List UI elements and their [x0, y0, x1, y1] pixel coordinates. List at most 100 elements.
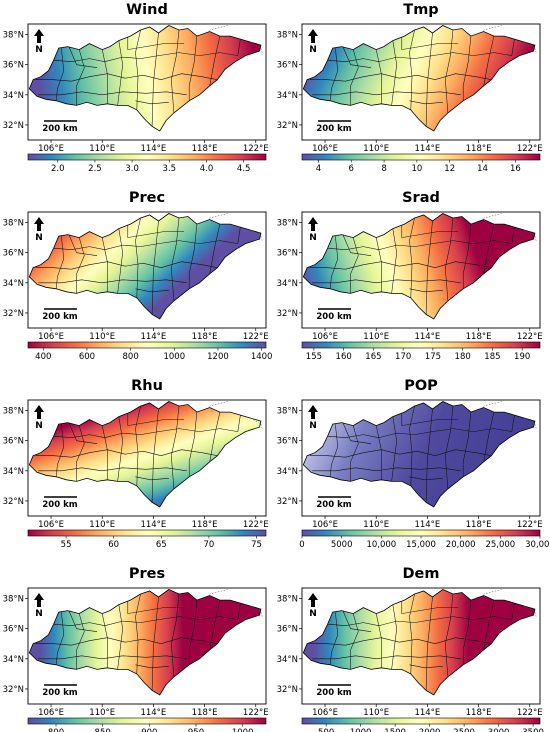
- lat-label: 34°N: [3, 655, 24, 665]
- colorbar-tick-label: 1400: [251, 352, 273, 362]
- north-label: N: [309, 609, 317, 619]
- admin-boundary: [350, 49, 359, 106]
- region-fill: [28, 213, 262, 320]
- admin-boundary: [350, 237, 359, 294]
- lat-label: 34°N: [277, 91, 298, 101]
- admin-boundary: [117, 604, 123, 670]
- admin-boundary: [312, 279, 461, 284]
- admin-boundary: [209, 412, 221, 462]
- colorbar-tick-label: 190: [514, 352, 530, 362]
- colorbar: [27, 529, 267, 537]
- admin-boundary: [76, 49, 85, 106]
- scale-bar-label: 200 km: [316, 312, 351, 322]
- colorbar-tick-label: 800: [123, 352, 139, 362]
- lon-label: 118°E: [192, 520, 218, 530]
- north-arrow-icon: [34, 405, 44, 419]
- admin-boundary: [511, 603, 515, 620]
- admin-boundary: [309, 73, 492, 82]
- panel-title: Dem: [403, 566, 440, 582]
- admin-boundary: [511, 227, 515, 244]
- admin-boundary: [462, 600, 472, 665]
- lon-label: 118°E: [466, 332, 492, 342]
- lat-label: 36°N: [3, 625, 24, 635]
- lon-label: 110°E: [363, 332, 389, 342]
- north-arrow-icon: [308, 29, 318, 43]
- lat-label: 38°N: [277, 407, 298, 417]
- colorbar: [301, 529, 541, 537]
- lon-label: 118°E: [192, 144, 218, 154]
- map-panel-dem: Dem 38°N 36°N 34°N 32°N 106°E 110°E 114°E 118°E 1…: [277, 566, 544, 732]
- coastline: [250, 229, 263, 241]
- lat-label: 38°N: [3, 31, 24, 41]
- admin-boundary: [237, 603, 241, 620]
- admin-boundary: [409, 664, 443, 669]
- admin-boundary: [342, 46, 372, 68]
- admin-boundary: [312, 467, 461, 472]
- admin-boundary: [391, 228, 397, 294]
- admin-boundary: [171, 405, 180, 489]
- region-fill: [28, 401, 262, 508]
- region-fill: [28, 589, 262, 696]
- scale-bar-label: 200 km: [42, 312, 77, 322]
- panel-title: Wind: [126, 2, 168, 18]
- admin-boundary: [76, 613, 85, 670]
- admin-boundary: [76, 425, 85, 482]
- coastline: [524, 605, 537, 617]
- admin-boundary: [309, 637, 492, 646]
- colorbar-tick-label: 600: [79, 352, 95, 362]
- coastline: [483, 213, 502, 225]
- lat-label: 34°N: [3, 91, 24, 101]
- colorbar-tick-label: 1000: [163, 352, 185, 362]
- lon-label: 122°E: [243, 520, 269, 530]
- lon-label: 122°E: [517, 332, 543, 342]
- colorbar-tick-label: 4.0: [200, 164, 214, 174]
- colorbar-tick-label: 3.5: [163, 164, 177, 174]
- admin-boundary: [350, 613, 359, 670]
- admin-boundary: [188, 412, 198, 477]
- lon-label: 118°E: [466, 708, 492, 718]
- lon-label: 114°E: [414, 520, 440, 530]
- lat-label: 32°N: [277, 685, 298, 695]
- admin-boundary: [38, 279, 187, 284]
- coastline: [209, 589, 228, 601]
- colorbar-tick-label: 400: [35, 352, 51, 362]
- admin-boundary: [445, 405, 454, 489]
- lat-label: 36°N: [277, 437, 298, 447]
- admin-boundary: [68, 422, 98, 444]
- colorbar-tick-label: 155: [306, 352, 322, 362]
- lon-label: 110°E: [363, 708, 389, 718]
- lat-label: 36°N: [277, 249, 298, 259]
- lon-label: 114°E: [140, 708, 166, 718]
- scale-bar-label: 200 km: [316, 500, 351, 510]
- north-label: N: [35, 609, 43, 619]
- colorbar-tick-label: 55: [61, 540, 72, 550]
- coastline: [483, 401, 502, 413]
- admin-boundary: [209, 224, 221, 274]
- admin-boundary: [38, 467, 187, 472]
- admin-boundary: [401, 413, 459, 426]
- admin-boundary: [483, 36, 495, 86]
- admin-boundary: [171, 29, 180, 113]
- lat-label: 38°N: [277, 595, 298, 605]
- colorbar-tick-label: 900: [141, 728, 157, 732]
- colorbar: [27, 717, 267, 725]
- lat-label: 38°N: [3, 595, 24, 605]
- admin-boundary: [127, 225, 185, 238]
- coastline: [250, 605, 263, 617]
- admin-boundary: [312, 655, 461, 660]
- north-arrow-icon: [34, 217, 44, 231]
- admin-boundary: [127, 37, 185, 50]
- lon-label: 110°E: [363, 144, 389, 154]
- admin-boundary: [68, 234, 98, 256]
- lat-label: 32°N: [3, 685, 24, 695]
- admin-boundary: [327, 428, 512, 438]
- colorbar-tick-label: 4.5: [237, 164, 251, 174]
- panels: Wind 38°N 36°N 34°N 32°N 106°E 110°E 114°E 118°E…: [3, 2, 550, 732]
- colorbar-tick-label: 185: [484, 352, 500, 362]
- admin-boundary: [483, 600, 495, 650]
- lat-label: 32°N: [277, 121, 298, 131]
- lon-label: 110°E: [363, 520, 389, 530]
- region-fill: [28, 25, 262, 132]
- admin-boundary: [309, 261, 492, 270]
- coastline: [524, 229, 537, 241]
